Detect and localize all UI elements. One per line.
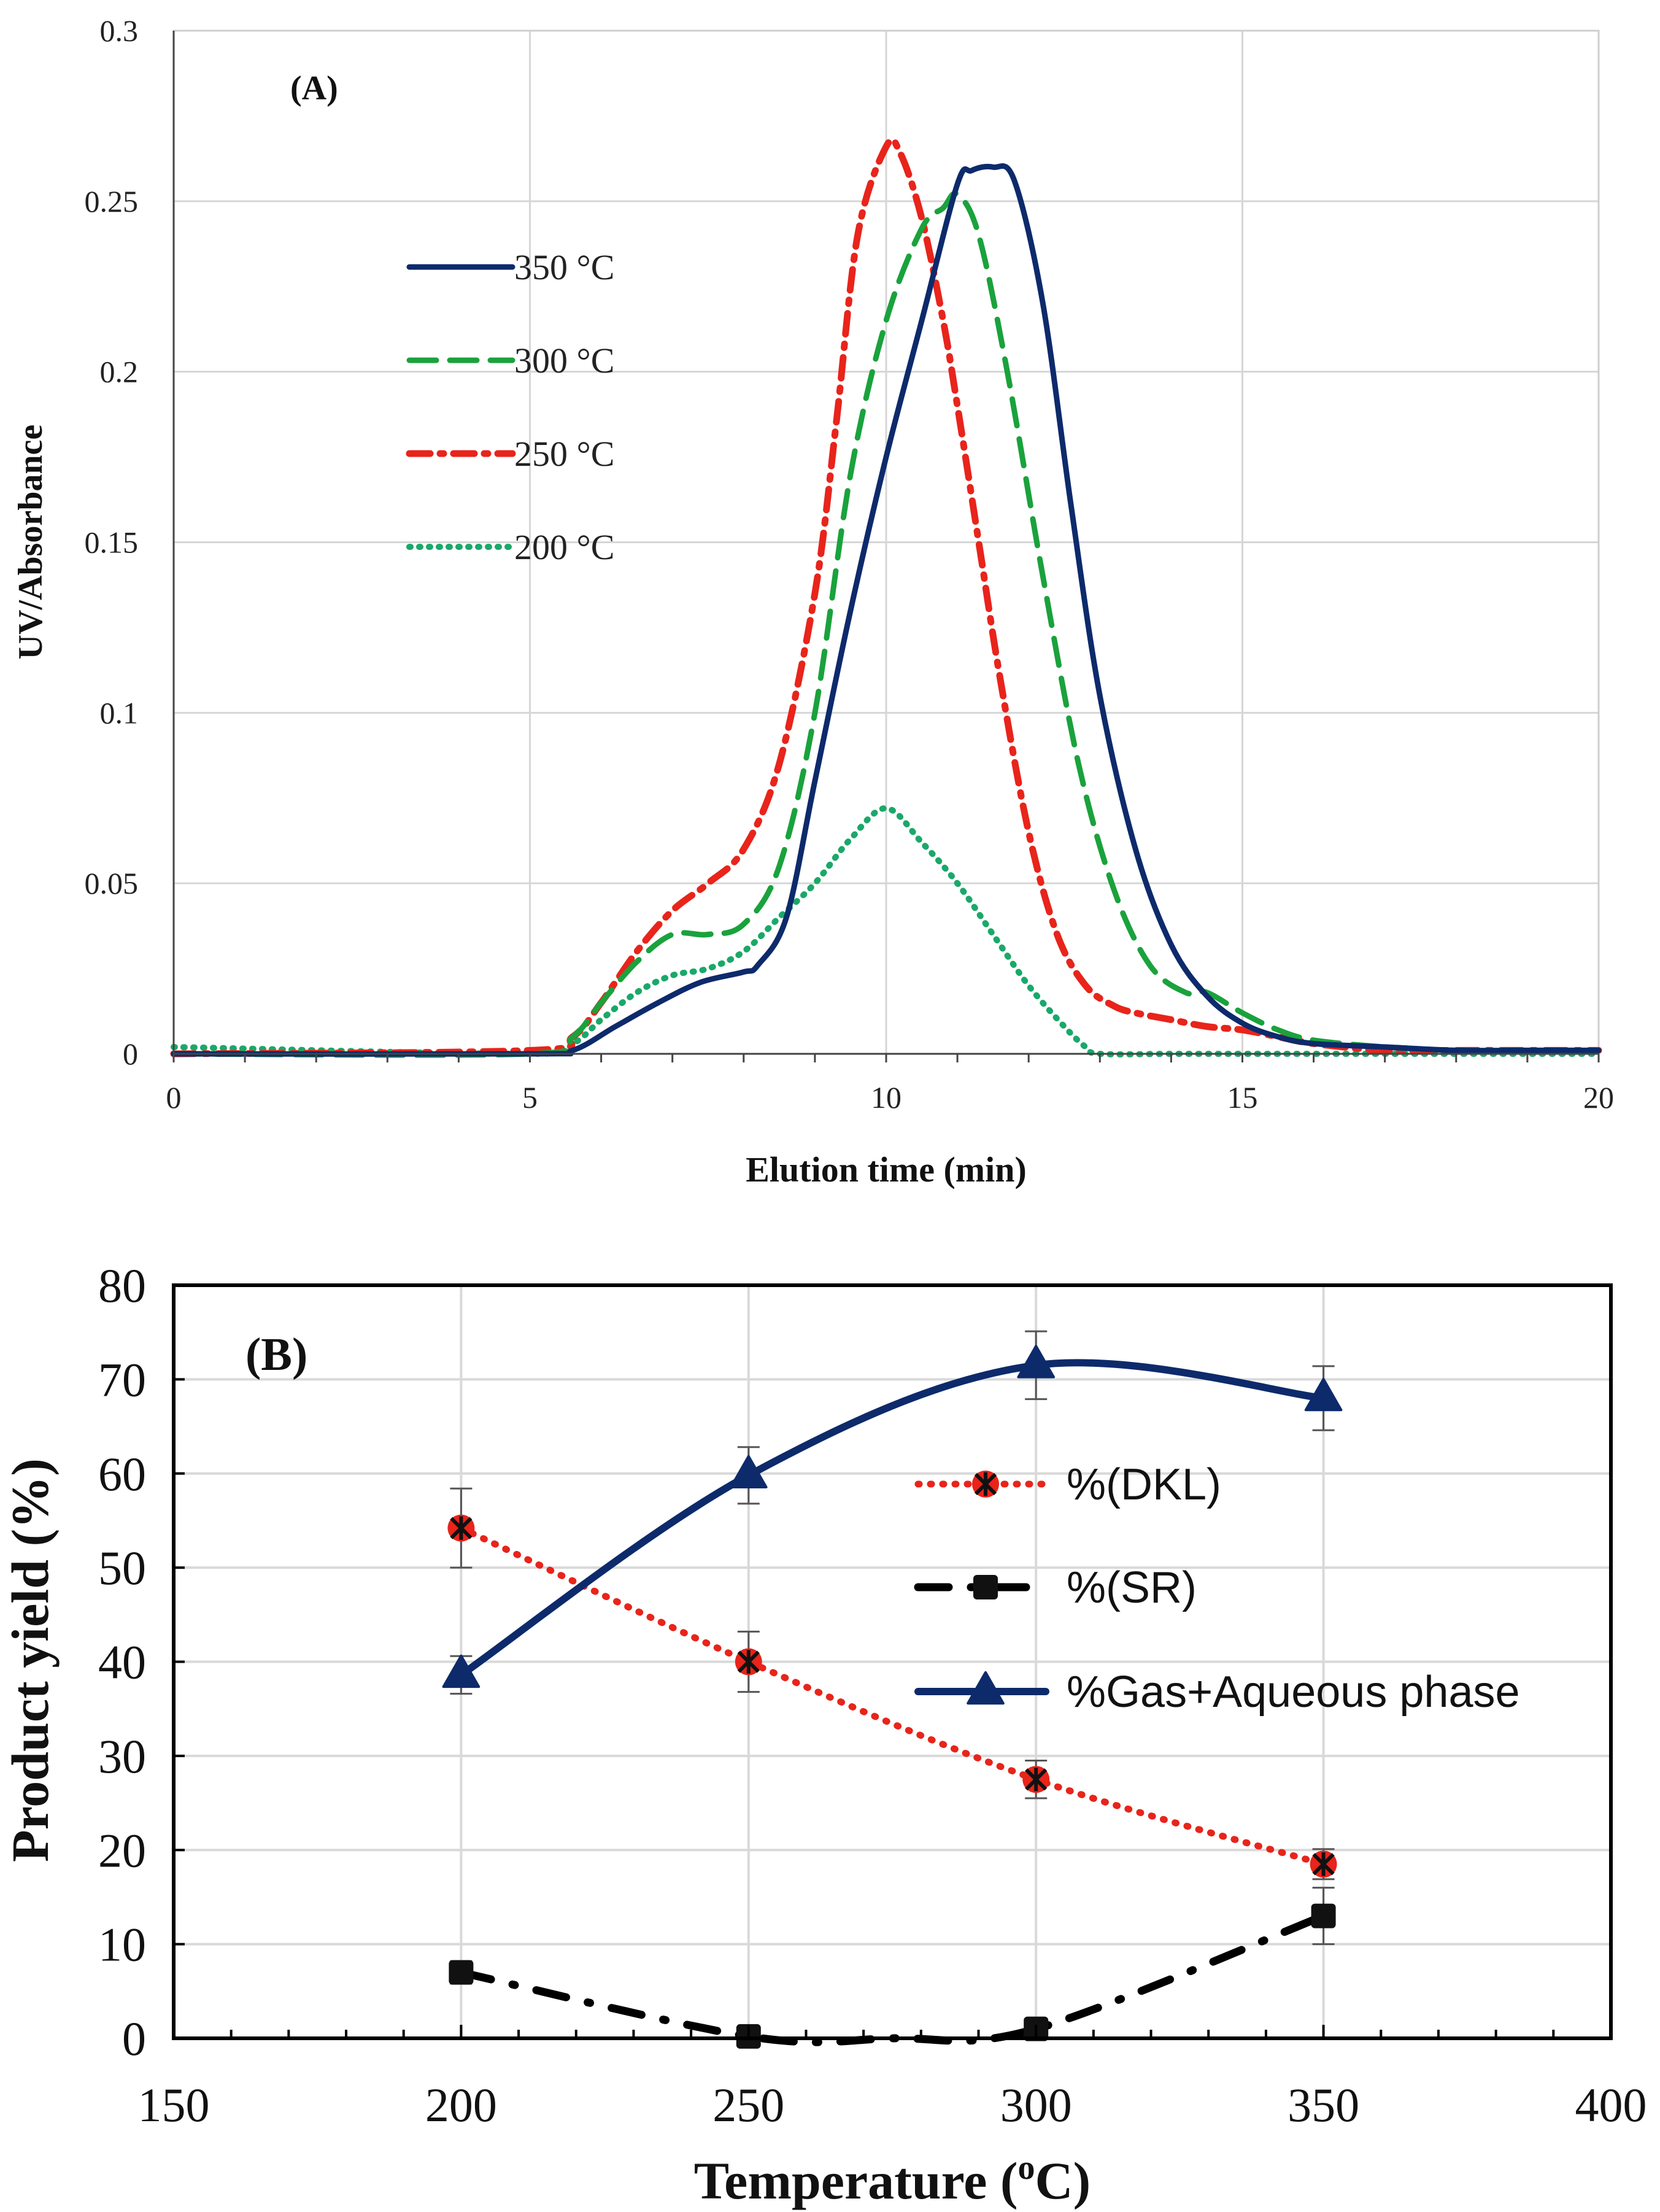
panel-b-marker-cross (1312, 1852, 1335, 1876)
panel-a-y-tick-label: 0.15 (85, 525, 139, 560)
panel-b-y-tick-label: 30 (98, 1730, 146, 1783)
panel-b-y-tick-label: 50 (98, 1541, 146, 1595)
panel-b-label: (B) (245, 1329, 307, 1380)
panel-b-ticks: 0 10 20 30 40 50 60 70 80 150 200 250 300 350 400 (98, 1259, 1647, 2132)
panel-a-x-tick-label: 15 (1227, 1080, 1258, 1115)
panel-a-label: (A) (290, 69, 338, 107)
panel-b-marker-triangle (1017, 1345, 1055, 1379)
panel-b-marker-square (973, 1575, 998, 1599)
panel-b-grid (174, 1285, 1611, 2038)
panel-b-y-tick-label: 40 (98, 1636, 146, 1689)
panel-a-series-line (171, 190, 1602, 1058)
panel-b-y-tick-label: 60 (98, 1447, 146, 1501)
panel-a-series-line (171, 163, 1602, 1057)
panel-b-marker-triangle (967, 1671, 1005, 1705)
panel-a-y-tick-label: 0.2 (100, 355, 139, 389)
panel-a-legend: 350 °C 300 °C 250 °C 200 °C (406, 247, 614, 567)
panel-a-legend-label: 250 °C (514, 434, 614, 474)
panel-a-y-tick-label: 0.1 (100, 695, 139, 730)
panel-b-marker-cross (974, 1472, 997, 1496)
panel-b-x-label-sup: o (1018, 2149, 1035, 2187)
panel-a-y-label: UV/Absorbance (12, 425, 50, 660)
panel-b-series-line (457, 1525, 1327, 1868)
panel-b-marker-cross (1025, 1768, 1048, 1792)
panel-a-x-label: Elution time (min) (746, 1150, 1027, 1189)
panel-b-legend-label: %(SR) (1067, 1563, 1197, 1612)
panel-b-marker-cross (737, 1650, 760, 1674)
panel-b-marker-square (1311, 1903, 1336, 1928)
panel-a-y-tick-label: 0 (123, 1037, 138, 1071)
panel-a-x-tick-label: 0 (166, 1080, 182, 1115)
panel-a-y-tick-label: 0.05 (85, 866, 139, 900)
panel-b-x-label-unit: C) (1035, 2151, 1091, 2210)
panel-b-legend-label: %(DKL) (1067, 1460, 1221, 1509)
panel-b-marker-triangle (1304, 1377, 1343, 1412)
panel-a-legend-label: 300 °C (514, 341, 614, 381)
panel-b-y-tick-label: 70 (98, 1353, 146, 1406)
panel-a-grid (174, 31, 1599, 1054)
panel-b-x-tick-label: 150 (138, 2078, 210, 2132)
panel-b-y-tick-label: 80 (98, 1259, 146, 1312)
panel-b-y-tick-label: 10 (98, 1918, 146, 1971)
panel-a-x-tick-label: 5 (522, 1080, 538, 1115)
panel-a: 0 5 10 15 20 0 0.05 0.1 0.15 0.2 0.25 0.3 (A) Eluti… (12, 14, 1614, 1189)
panel-b-marker-triangle (730, 1455, 768, 1489)
panel-a-ticks: 0 5 10 15 20 0 0.05 0.1 0.15 0.2 0.25 0.3 (85, 14, 1615, 1115)
panel-b-legend-label: %Gas+Aqueous phase (1067, 1668, 1520, 1717)
panel-a-legend-label: 350 °C (514, 247, 614, 287)
panel-b-x-label-main: Temperature ( (694, 2151, 1018, 2210)
panel-b-series-line (457, 1912, 1328, 2046)
panel-b-y-tick-label: 20 (98, 1823, 146, 1877)
panel-b-marker-triangle (442, 1654, 481, 1688)
panel-b-x-tick-label: 250 (712, 2078, 784, 2132)
panel-b-series-line (457, 1359, 1327, 1679)
panel-b-y-label: Product yield (%) (1, 1458, 60, 1862)
panel-a-legend-label: 200 °C (514, 527, 614, 567)
panel-b-x-tick-label: 400 (1575, 2078, 1647, 2132)
panel-a-series-line (170, 136, 1602, 1058)
panel-b-y-tick-label: 0 (122, 2012, 146, 2065)
panel-b-marker-square (449, 1960, 474, 1985)
panel-a-x-tick-label: 10 (871, 1080, 901, 1115)
panel-b-x-tick-label: 300 (1000, 2078, 1072, 2132)
panel-a-x-tick-label: 20 (1583, 1080, 1614, 1115)
panel-b-legend: %(DKL) %(SR) %Gas+Aqueous phase (914, 1460, 1520, 1717)
panel-b-x-tick-label: 200 (425, 2078, 497, 2132)
panel-b-marker-cross (450, 1516, 473, 1540)
panel-b-x-label: Temperature (oC) (694, 2149, 1091, 2210)
panel-a-y-tick-label: 0.25 (85, 184, 139, 218)
panel-a-y-tick-label: 0.3 (100, 14, 139, 48)
panel-b-x-tick-label: 350 (1287, 2078, 1359, 2132)
